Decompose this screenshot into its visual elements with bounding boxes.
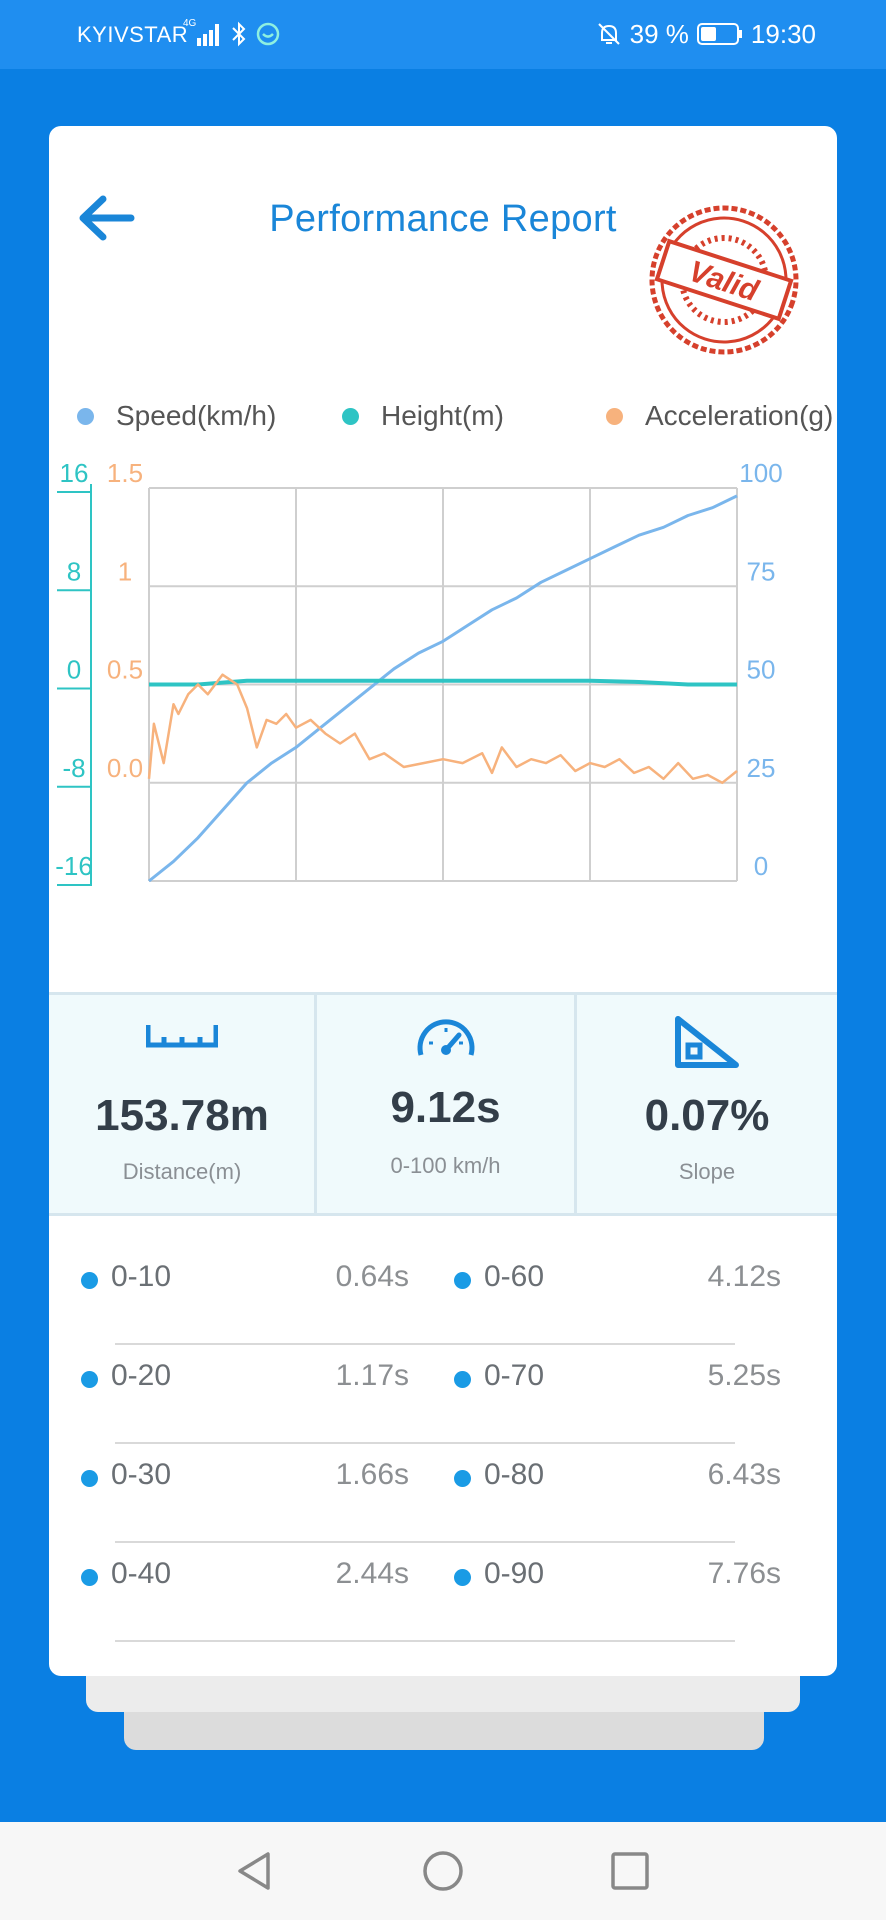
split-label: 0-70 [484, 1359, 545, 1392]
acceleration-axis-tick-label: 1 [118, 556, 132, 586]
circle-home-icon [423, 1851, 463, 1891]
row-divider [115, 1640, 735, 1642]
legend-height-label: Height(m) [381, 400, 504, 431]
split-label: 0-80 [484, 1458, 545, 1491]
split-time: 4.12s [707, 1260, 781, 1293]
distance-label: Distance(m) [122, 1159, 242, 1184]
mute-notification-icon [597, 23, 620, 45]
split-dot [454, 1371, 471, 1388]
speedometer-icon [417, 1019, 474, 1056]
height-axis-tick-label: 16 [60, 458, 89, 488]
height-axis-tick-label: -16 [55, 851, 93, 881]
status-bar: KYIVSTAR 4G 39 % 19:30 [0, 0, 886, 69]
legend-speed-label: Speed(km/h) [116, 400, 277, 431]
split-dot [81, 1569, 98, 1586]
split-dot [81, 1272, 98, 1289]
acceleration-axis-tick-label: 0.0 [107, 753, 143, 783]
back-button[interactable] [71, 188, 141, 248]
stat-distance: 153.78m Distance(m) [49, 995, 315, 1213]
split-label: 0-30 [111, 1458, 172, 1491]
network-type: 4G [183, 18, 197, 29]
split-row: 0-20 1.17s 0-70 5.25s [49, 1345, 837, 1444]
split-dot [81, 1371, 98, 1388]
distance-value: 153.78m [95, 1091, 269, 1140]
speed-axis-tick-label: 75 [747, 556, 776, 586]
split-dot [454, 1569, 471, 1586]
speed-series-line [148, 494, 738, 883]
slope-label: Slope [678, 1159, 736, 1184]
split-label: 0-60 [484, 1260, 545, 1293]
stat-slope: 0.07% Slope [577, 995, 837, 1213]
signal-icon [197, 24, 219, 46]
split-time: 5.25s [707, 1359, 781, 1392]
stats-panel: 153.78m Distance(m) 9.12s 0-100 km/h 0.0… [49, 992, 837, 1216]
performance-chart: 16 8 0 -8 -16 1.5 1 0.5 0.0 100 75 50 25 0 [55, 458, 783, 886]
split-row: 0-30 1.66s 0-80 6.43s [49, 1444, 837, 1543]
acceleration-axis-tick-label: 1.5 [107, 458, 143, 488]
split-time: 7.76s [707, 1557, 781, 1590]
triangle-back-icon [238, 1852, 270, 1890]
stat-divider [314, 995, 317, 1213]
chart-legend: Speed(km/h) Height(m) Acceleration(g) [77, 400, 837, 440]
battery-icon [696, 23, 742, 45]
legend-acceleration-label: Acceleration(g) [645, 400, 834, 431]
split-time: 1.66s [335, 1458, 409, 1491]
split-label: 0-20 [111, 1359, 172, 1392]
legend-height: Height(m) [342, 400, 504, 432]
zero-to-hundred-value: 9.12s [390, 1083, 501, 1132]
split-dot [454, 1470, 471, 1487]
split-time: 1.17s [335, 1359, 409, 1392]
stat-divider [574, 995, 577, 1213]
app-status-icon [256, 22, 280, 46]
height-axis-tick-label: 0 [67, 655, 81, 685]
nav-recents-button[interactable] [600, 1846, 660, 1896]
speed-axis-tick-label: 100 [739, 458, 782, 488]
height-axis-tick-label: 8 [67, 556, 81, 586]
slope-value: 0.07% [644, 1091, 770, 1140]
clock: 19:30 [750, 18, 816, 49]
zero-to-hundred-label: 0-100 km/h [390, 1153, 501, 1178]
split-dot [454, 1272, 471, 1289]
bluetooth-icon [232, 21, 246, 47]
report-card: Performance Report Valid Speed(km/h) Hei… [49, 126, 837, 1676]
valid-stamp: Valid [649, 205, 799, 355]
navigation-bar [0, 1822, 886, 1920]
row-divider [115, 1541, 735, 1543]
page-title: Performance Report [269, 198, 617, 240]
square-recents-icon [611, 1852, 649, 1890]
split-time: 2.44s [335, 1557, 409, 1590]
split-row: 0-10 0.64s 0-60 4.12s [49, 1246, 837, 1345]
acceleration-axis-tick-label: 0.5 [107, 655, 143, 685]
legend-speed: Speed(km/h) [77, 400, 276, 432]
split-time: 0.64s [335, 1260, 409, 1293]
legend-acceleration: Acceleration(g) [606, 400, 833, 432]
carrier-name: KYIVSTAR [77, 22, 189, 47]
height-axis-tick-label: -8 [62, 753, 85, 783]
height-series-line [149, 678, 737, 687]
split-label: 0-40 [111, 1557, 172, 1590]
speed-axis-tick-label: 50 [747, 655, 776, 685]
legend-acceleration-dot [606, 407, 623, 425]
speed-axis-tick-label: 0 [754, 851, 768, 881]
back-arrow-icon [79, 195, 135, 241]
ruler-icon [146, 1025, 218, 1048]
legend-height-dot [342, 407, 359, 425]
split-label: 0-10 [111, 1260, 172, 1293]
split-label: 0-90 [484, 1557, 545, 1590]
row-divider [115, 1343, 735, 1345]
nav-back-button[interactable] [226, 1846, 286, 1896]
stat-acceleration-time: 9.12s 0-100 km/h [317, 995, 574, 1213]
battery-percent: 39 % [629, 18, 689, 49]
split-time: 6.43s [707, 1458, 781, 1491]
slope-icon [675, 1016, 739, 1068]
legend-speed-dot [77, 407, 94, 425]
row-divider [115, 1442, 735, 1444]
nav-home-button[interactable] [413, 1846, 473, 1896]
speed-axis-tick-label: 25 [747, 753, 776, 783]
split-row: 0-40 2.44s 0-90 7.76s [49, 1543, 837, 1642]
split-dot [81, 1470, 98, 1487]
acceleration-series-line [147, 673, 738, 785]
